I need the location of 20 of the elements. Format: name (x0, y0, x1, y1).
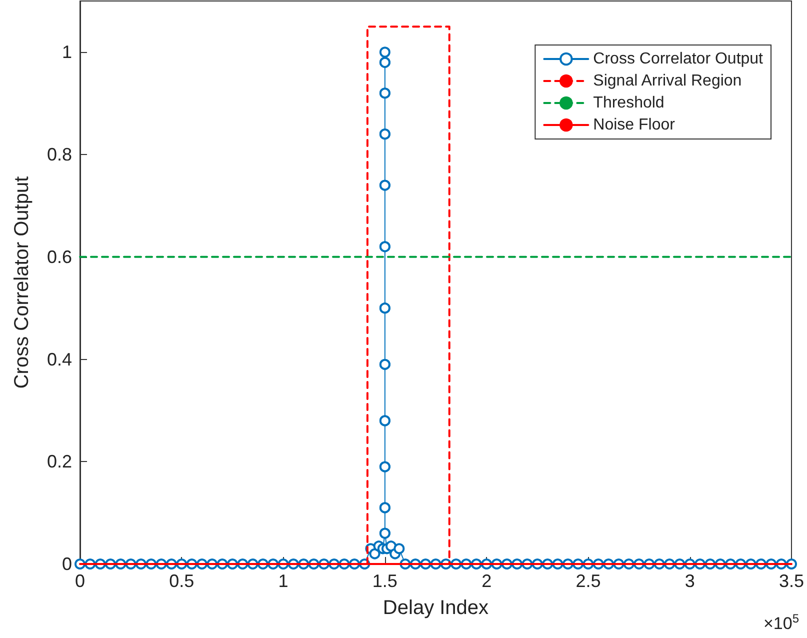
legend-label: Signal Arrival Region (593, 72, 742, 90)
x-tick-label: 3 (684, 571, 695, 591)
x-tick-label: 1 (278, 571, 288, 591)
x-tick-label: 2.5 (576, 571, 601, 591)
x-tick-label: 0.5 (169, 571, 194, 591)
y-tick-label: 0.4 (46, 349, 72, 370)
y-axis-title: Cross Correlator Output (11, 176, 33, 389)
x-tick-label: 2 (482, 571, 492, 591)
x-axis-title: Delay Index (382, 597, 489, 619)
x-tick-label: 3.5 (778, 571, 804, 591)
legend-label: Noise Floor (593, 116, 676, 134)
x-tick-label: 0 (74, 571, 86, 591)
legend-label: Cross Correlator Output (593, 50, 764, 68)
x-tick-label: 1.5 (372, 571, 398, 591)
legend-label: Threshold (593, 94, 664, 112)
y-tick-label: 0.8 (46, 144, 72, 165)
y-tick-label: 0.6 (46, 246, 72, 267)
y-tick-label: 0.2 (46, 452, 72, 472)
y-tick-label: 0 (62, 554, 72, 574)
y-tick-label: 1 (62, 42, 72, 62)
